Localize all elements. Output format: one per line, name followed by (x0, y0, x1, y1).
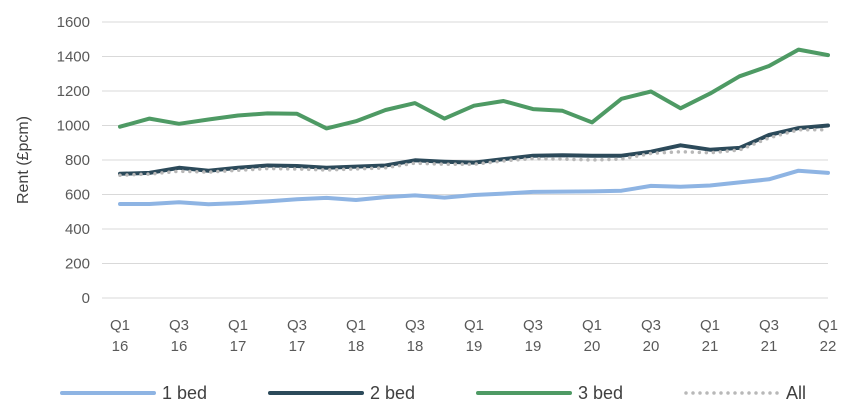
y-tick-label: 800 (65, 152, 90, 169)
x-tick-label-year: 17 (289, 338, 306, 355)
x-tick-label-year: 20 (584, 338, 601, 355)
x-tick-label-year: 22 (820, 338, 837, 355)
x-tick-label-quarter: Q3 (169, 317, 189, 334)
series-line-all (118, 128, 830, 177)
legend: 1 bed 2 bed 3 bed All (60, 383, 806, 403)
x-tick-label-year: 20 (643, 338, 660, 355)
y-tick-label: 0 (82, 290, 90, 307)
x-tick-label-quarter: Q1 (700, 317, 720, 334)
legend-item-1-bed: 1 bed (60, 383, 207, 403)
x-tick-label-quarter: Q1 (464, 317, 484, 334)
x-tick-label-quarter: Q1 (818, 317, 838, 334)
y-tick-label: 1000 (57, 118, 90, 135)
x-tick-label-year: 16 (171, 338, 188, 355)
x-tick-label-quarter: Q1 (582, 317, 602, 334)
series-line-1-bed (118, 168, 830, 207)
gridlines (102, 21, 828, 299)
x-tick-label-quarter: Q3 (405, 317, 425, 334)
series-line-3-bed (118, 47, 830, 131)
series-line-2-bed (118, 123, 830, 176)
x-tick-label-quarter: Q1 (346, 317, 366, 334)
y-tick-label: 200 (65, 256, 90, 273)
legend-item-all: All (684, 383, 806, 403)
x-tick-label-year: 21 (702, 338, 719, 355)
x-tick-label-year: 19 (525, 338, 542, 355)
y-tick-label: 1400 (57, 49, 90, 66)
x-tick-label-year: 19 (466, 338, 483, 355)
y-axis-tick-labels: 0 200 400 600 800 1000 1200 1400 1600 (57, 14, 90, 307)
legend-label: 1 bed (162, 383, 207, 403)
x-tick-label-year: 18 (407, 338, 424, 355)
legend-label: 3 bed (578, 383, 623, 403)
y-tick-label: 1200 (57, 83, 90, 100)
x-tick-label-year: 18 (348, 338, 365, 355)
x-tick-label-year: 21 (761, 338, 778, 355)
legend-item-3-bed: 3 bed (476, 383, 623, 403)
y-axis-title: Rent (£pcm) (15, 116, 32, 204)
legend-label: 2 bed (370, 383, 415, 403)
legend-label: All (786, 383, 806, 403)
legend-item-2-bed: 2 bed (268, 383, 415, 403)
x-tick-label-quarter: Q3 (759, 317, 779, 334)
y-tick-label: 400 (65, 221, 90, 238)
x-tick-label-quarter: Q3 (287, 317, 307, 334)
x-tick-label-quarter: Q1 (110, 317, 130, 334)
y-tick-label: 600 (65, 187, 90, 204)
x-tick-label-quarter: Q3 (523, 317, 543, 334)
series-lines (118, 47, 830, 207)
x-tick-label-year: 16 (112, 338, 129, 355)
x-axis-tick-labels: Q116Q316Q117Q317Q118Q318Q119Q319Q120Q320… (110, 317, 838, 355)
x-tick-label-quarter: Q1 (228, 317, 248, 334)
x-tick-label-quarter: Q3 (641, 317, 661, 334)
x-tick-label-year: 17 (230, 338, 247, 355)
y-tick-label: 1600 (57, 14, 90, 31)
